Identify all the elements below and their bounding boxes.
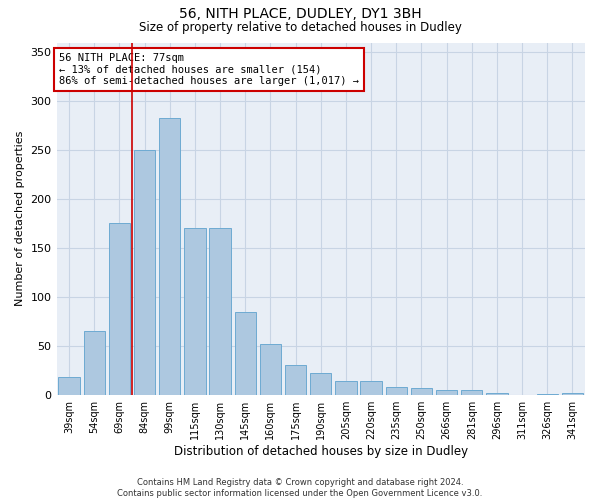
Bar xyxy=(486,393,508,394)
Text: 56, NITH PLACE, DUDLEY, DY1 3BH: 56, NITH PLACE, DUDLEY, DY1 3BH xyxy=(179,8,421,22)
Bar xyxy=(235,312,256,394)
Bar xyxy=(411,388,432,394)
Bar xyxy=(285,366,307,394)
Bar xyxy=(562,393,583,394)
Y-axis label: Number of detached properties: Number of detached properties xyxy=(15,131,25,306)
Text: Contains HM Land Registry data © Crown copyright and database right 2024.
Contai: Contains HM Land Registry data © Crown c… xyxy=(118,478,482,498)
Bar xyxy=(310,373,331,394)
Text: 56 NITH PLACE: 77sqm
← 13% of detached houses are smaller (154)
86% of semi-deta: 56 NITH PLACE: 77sqm ← 13% of detached h… xyxy=(59,53,359,86)
Bar xyxy=(436,390,457,394)
Bar xyxy=(335,381,356,394)
Bar xyxy=(83,331,105,394)
Bar xyxy=(159,118,181,394)
Bar xyxy=(58,377,80,394)
Bar xyxy=(260,344,281,395)
X-axis label: Distribution of detached houses by size in Dudley: Distribution of detached houses by size … xyxy=(174,444,468,458)
Bar xyxy=(109,224,130,394)
Bar xyxy=(209,228,231,394)
Bar xyxy=(184,228,206,394)
Bar xyxy=(461,390,482,394)
Bar xyxy=(386,387,407,394)
Text: Size of property relative to detached houses in Dudley: Size of property relative to detached ho… xyxy=(139,21,461,34)
Bar xyxy=(134,150,155,394)
Bar xyxy=(361,381,382,394)
